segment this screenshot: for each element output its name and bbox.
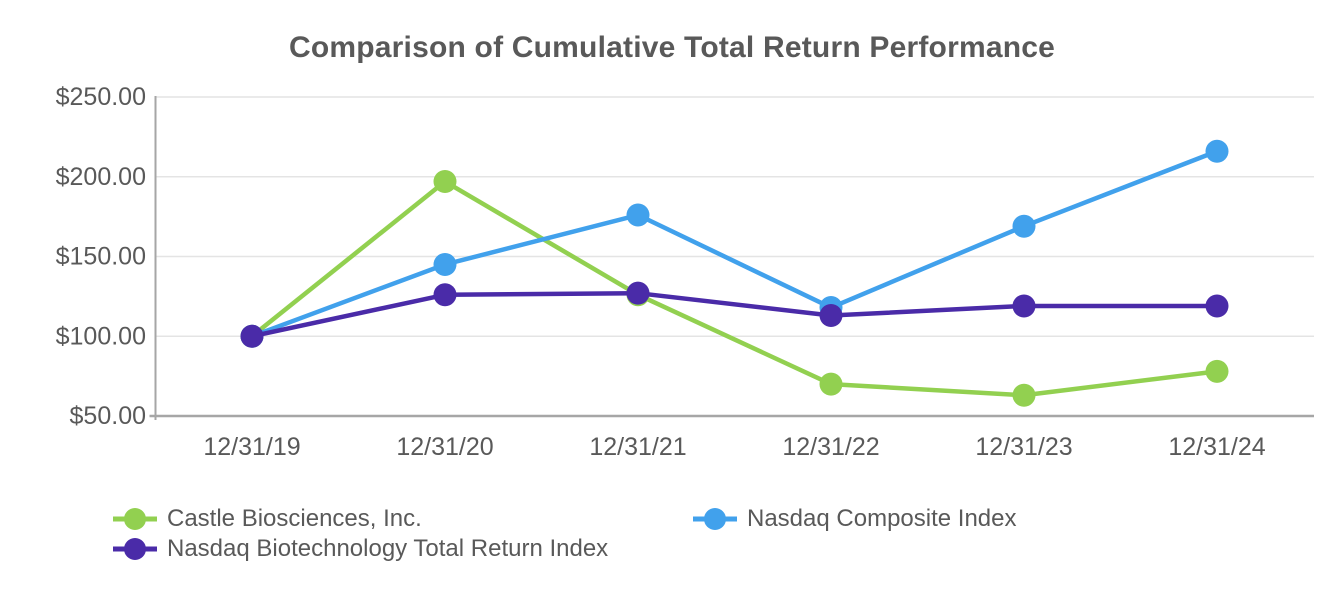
y-axis-tick-label: $150.00: [56, 243, 146, 271]
data-point-castle-biosciences-inc-12-31-22: [819, 372, 843, 396]
series-line-nasdaq-composite-index: [249, 148, 1220, 339]
x-axis-tick-label: 12/31/24: [1168, 433, 1265, 461]
x-axis-tick-label: 12/31/23: [975, 433, 1072, 461]
line-chart-plot: $250.00 $200.00 $150.00 $100.00 $50.00 12/31/…: [56, 83, 1314, 461]
data-point-nasdaq-biotechnology-total-return-index-12-31-24: [1205, 294, 1229, 318]
data-point-nasdaq-biotechnology-total-return-index-12-31-20: [433, 283, 457, 307]
data-point-nasdaq-composite-index-12-31-24: [1205, 139, 1229, 163]
legend-label-castle-biosciences: Castle Biosciences, Inc.: [167, 505, 422, 532]
y-axis-tick-label: $100.00: [56, 322, 146, 350]
y-axis-tick-label: $250.00: [56, 83, 146, 111]
series-line-castle-biosciences-inc: [249, 179, 1220, 398]
x-axis-tick-label: 12/31/20: [396, 433, 493, 461]
nasdaq-biotechnology-legend-marker-icon: [113, 538, 157, 560]
legend-item-nasdaq-composite: Nasdaq Composite Index: [692, 504, 1016, 534]
legend-label-nasdaq-composite: Nasdaq Composite Index: [747, 505, 1017, 532]
legend-label-nasdaq-biotechnology: Nasdaq Biotechnology Total Return Index: [167, 535, 609, 562]
data-point-nasdaq-biotechnology-total-return-index-12-31-19: [240, 324, 264, 348]
data-point-nasdaq-composite-index-12-31-20: [433, 252, 457, 276]
data-point-nasdaq-composite-index-12-31-23: [1012, 214, 1036, 238]
castle-biosciences-legend-marker-icon: [113, 508, 157, 530]
y-axis-tick-label: $50.00: [70, 402, 146, 430]
x-axis-tick-label: 12/31/22: [782, 433, 879, 461]
legend-item-nasdaq-biotechnology: Nasdaq Biotechnology Total Return Index: [112, 534, 608, 564]
chart-title: Comparison of Cumulative Total Return Pe…: [288, 31, 1056, 64]
data-point-nasdaq-composite-index-12-31-21: [626, 203, 650, 227]
data-point-nasdaq-biotechnology-total-return-index-12-31-21: [626, 281, 650, 305]
series-line-nasdaq-biotechnology-total-return-index: [249, 290, 1220, 339]
y-axis-tick-label: $200.00: [56, 163, 146, 191]
x-axis-tick-label: 12/31/21: [589, 433, 686, 461]
data-point-nasdaq-biotechnology-total-return-index-12-31-22: [819, 304, 843, 328]
data-point-castle-biosciences-inc-12-31-24: [1205, 359, 1229, 383]
x-axis-tick-label: 12/31/19: [203, 433, 300, 461]
data-point-castle-biosciences-inc-12-31-20: [433, 170, 457, 194]
nasdaq-composite-legend-marker-icon: [693, 508, 737, 530]
data-point-castle-biosciences-inc-12-31-23: [1012, 383, 1036, 407]
data-point-nasdaq-biotechnology-total-return-index-12-31-23: [1012, 294, 1036, 318]
legend-item-castle-biosciences: Castle Biosciences, Inc.: [112, 504, 422, 534]
